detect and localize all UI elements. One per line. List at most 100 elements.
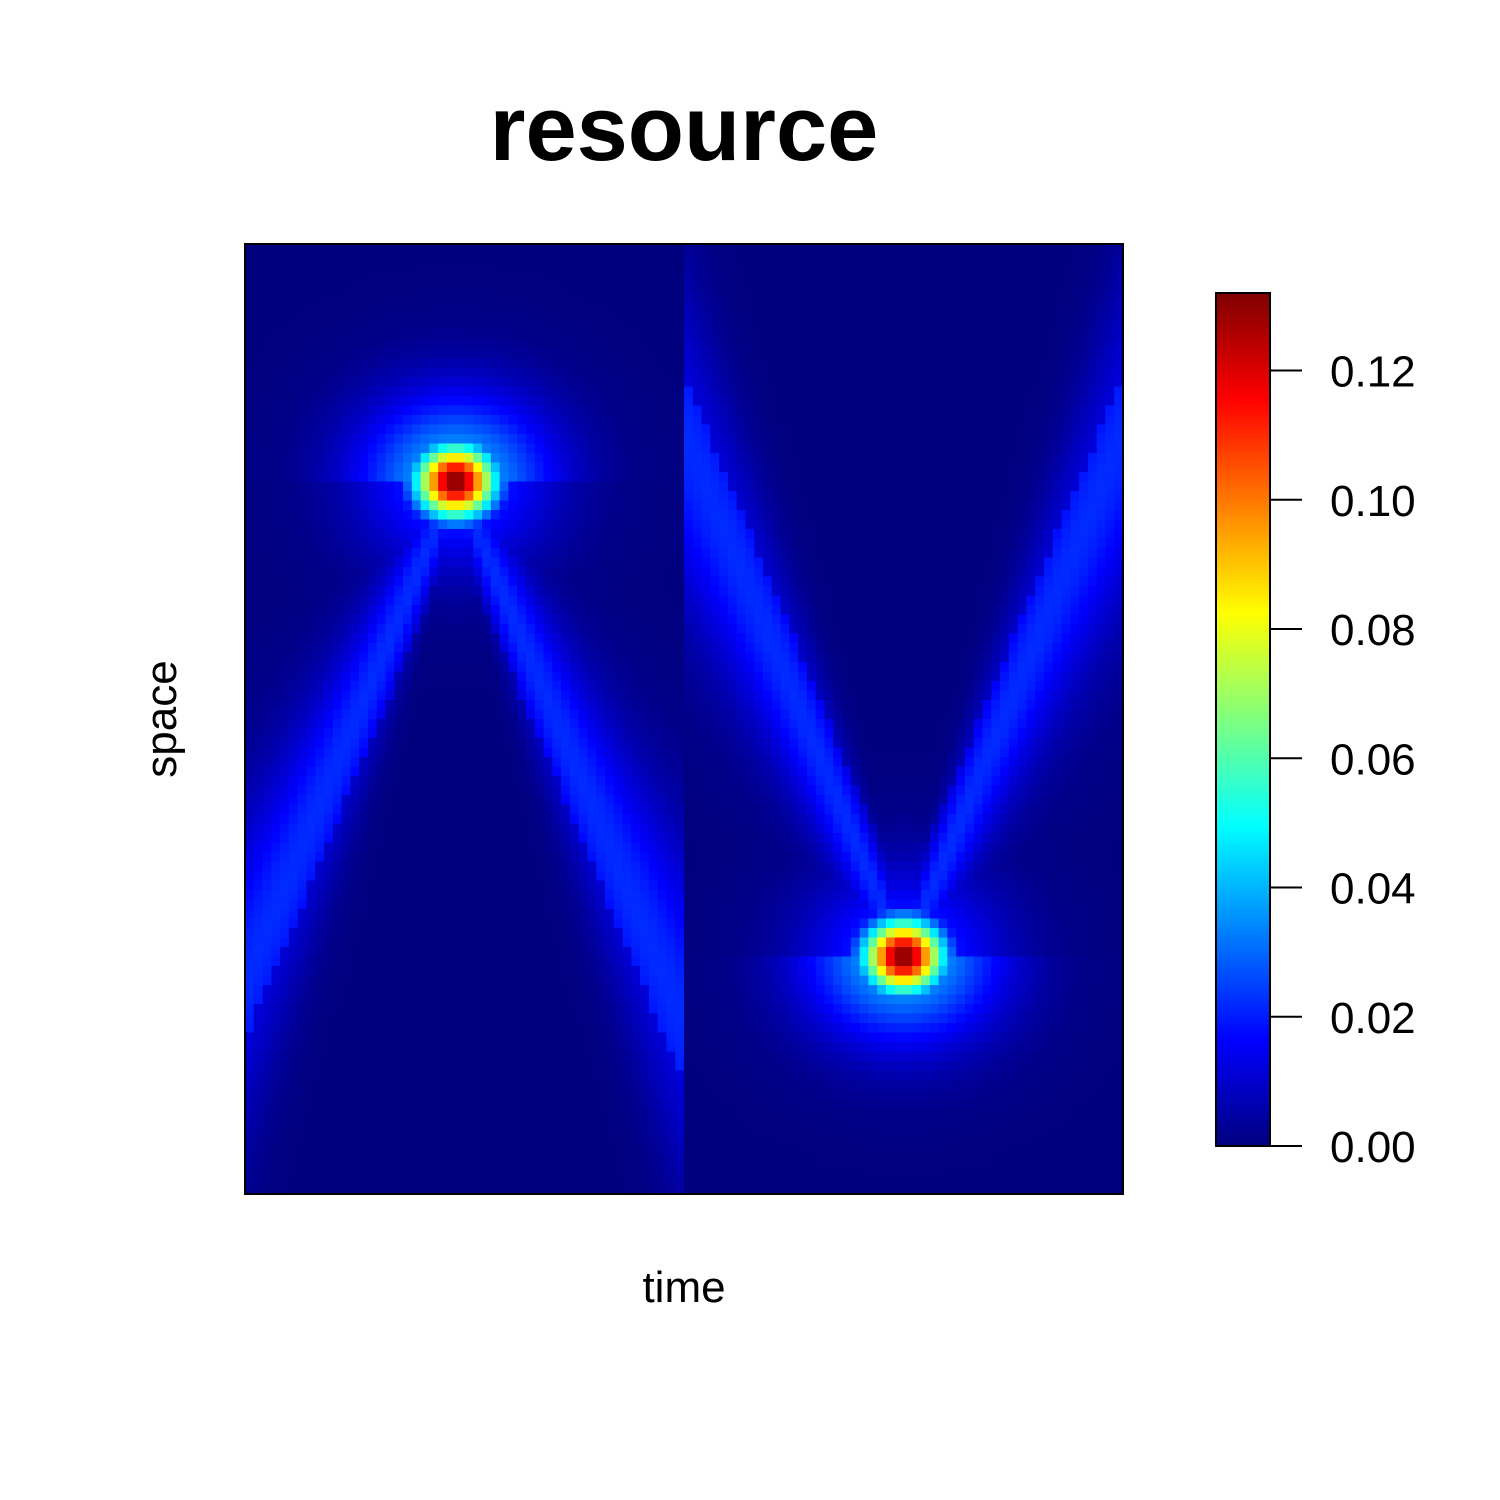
heatmap-cell (245, 386, 255, 397)
heatmap-cell (297, 928, 308, 939)
heatmap-cell (245, 576, 255, 587)
heatmap-cell (587, 386, 597, 397)
heatmap-cell (403, 1004, 413, 1015)
heatmap-cell (666, 890, 676, 901)
heatmap-cell (587, 757, 597, 768)
heatmap-cell (490, 652, 501, 663)
heatmap-cell (508, 833, 518, 844)
heatmap-cell (482, 567, 492, 578)
heatmap-cell (657, 339, 668, 350)
heatmap-cell (245, 719, 255, 730)
heatmap-cell (543, 310, 553, 321)
heatmap-cell (385, 519, 395, 530)
heatmap-cell (622, 1089, 632, 1100)
heatmap-cell (640, 795, 650, 806)
heatmap-cell (280, 377, 290, 388)
heatmap-cell (622, 386, 632, 397)
heatmap-cell (604, 367, 615, 378)
heatmap-cell (464, 1042, 474, 1053)
heatmap-cell (271, 662, 281, 673)
heatmap-cell (280, 472, 290, 483)
heatmap-cell (534, 282, 545, 293)
heatmap-cell (262, 472, 272, 483)
heatmap-cell (403, 947, 413, 958)
heatmap-cell (596, 757, 606, 768)
heatmap-cell (490, 434, 501, 445)
heatmap-cell (288, 396, 299, 407)
heatmap-cell (473, 329, 483, 340)
heatmap-cell (631, 899, 641, 910)
heatmap-cell (631, 529, 641, 540)
heatmap-cell (675, 1051, 685, 1062)
heatmap-cell (675, 434, 685, 445)
heatmap-cell (280, 605, 290, 616)
heatmap-cell (578, 310, 589, 321)
heatmap-cell (306, 1146, 316, 1157)
heatmap-cell (341, 301, 351, 312)
heatmap-cell (429, 757, 439, 768)
heatmap-cell (271, 899, 281, 910)
heatmap-cell (561, 766, 571, 777)
heatmap-cell (640, 643, 650, 654)
heatmap-cell (341, 548, 351, 559)
heatmap-cell (359, 681, 369, 692)
heatmap-cell (508, 1146, 518, 1157)
heatmap-cell (508, 453, 518, 464)
heatmap-cell (675, 263, 685, 274)
heatmap-cell (315, 1042, 325, 1053)
heatmap-cell (631, 956, 641, 967)
heatmap-cell (341, 880, 351, 891)
heatmap-cell (446, 700, 457, 711)
heatmap-cell (446, 320, 457, 331)
heatmap-cell (411, 719, 422, 730)
heatmap-cell (376, 529, 387, 540)
heatmap-cell (596, 975, 606, 986)
heatmap-cell (306, 871, 316, 882)
heatmap-cell (271, 424, 281, 435)
heatmap-cell (403, 1070, 413, 1081)
heatmap-cell (552, 405, 562, 416)
heatmap-cell (648, 709, 659, 720)
heatmap-cell (394, 985, 404, 996)
heatmap-cell (490, 719, 501, 730)
heatmap-cell (675, 804, 685, 815)
heatmap-cell (675, 424, 685, 435)
heatmap-cell (429, 985, 439, 996)
heatmap-cell (429, 434, 439, 445)
heatmap-cell (324, 500, 334, 511)
heatmap-cell (455, 291, 466, 302)
heatmap-cell (482, 272, 492, 283)
heatmap-cell (332, 1127, 343, 1138)
heatmap-cell (350, 282, 360, 293)
heatmap-cell (657, 263, 668, 274)
heatmap-cell (543, 1165, 553, 1176)
heatmap-cell (543, 253, 553, 264)
heatmap-cell (490, 481, 501, 492)
heatmap-cell (376, 519, 387, 530)
heatmap-cell (543, 1051, 553, 1062)
heatmap-cell (569, 861, 580, 872)
heatmap-cell (517, 272, 527, 283)
heatmap-cell (473, 852, 483, 863)
heatmap-cell (280, 348, 290, 359)
heatmap-cell (622, 576, 632, 587)
heatmap-cell (253, 681, 264, 692)
heatmap-cell (359, 348, 369, 359)
heatmap-cell (578, 1127, 589, 1138)
heatmap-cell (587, 861, 597, 872)
heatmap-cell (429, 310, 439, 321)
heatmap-cell (517, 975, 527, 986)
heatmap-cell (534, 1175, 545, 1186)
heatmap-cell (297, 301, 308, 312)
heatmap-cell (341, 443, 351, 454)
heatmap-cell (411, 966, 422, 977)
heatmap-cell (622, 1051, 632, 1062)
heatmap-cell (455, 1032, 466, 1043)
heatmap-cell (403, 405, 413, 416)
heatmap-cell (429, 1023, 439, 1034)
heatmap-cell (517, 994, 527, 1005)
heatmap-cell (473, 1118, 483, 1129)
heatmap-cell (675, 481, 685, 492)
heatmap-cell (631, 434, 641, 445)
heatmap-cell (631, 519, 641, 530)
